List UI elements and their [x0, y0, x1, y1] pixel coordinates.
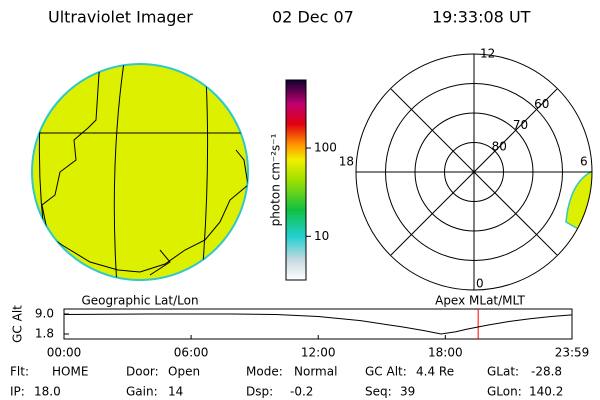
- field-label: Gain:: [126, 385, 158, 399]
- field-value: Open: [168, 365, 200, 379]
- polar-edge: [355, 53, 593, 291]
- x-tick-label: 23:59: [555, 346, 590, 360]
- x-tick-label: 00:00: [47, 346, 82, 360]
- lat-label: 60: [534, 97, 549, 111]
- lat-label: 70: [513, 118, 528, 132]
- y-tick-label: 9.0: [35, 307, 54, 321]
- colorbar-tick-label: 100: [314, 141, 337, 155]
- lat-ring: [414, 112, 534, 232]
- lat-ring: [444, 142, 504, 202]
- field-label: GLon:: [487, 385, 522, 399]
- mlt-label: 0: [476, 277, 484, 291]
- y-axis-label: GC Alt: [11, 305, 25, 343]
- field-value: 18.0: [34, 385, 61, 399]
- timeline-left-label: Geographic Lat/Lon: [81, 294, 198, 308]
- mlt-label: 6: [580, 155, 588, 169]
- time: 19:33:08 UT: [432, 8, 531, 27]
- field-value: -28.8: [531, 365, 562, 379]
- field-value: 140.2: [529, 385, 563, 399]
- info-fields: Flt: HOME Door: Open Mode: Normal GC Alt: 4.4 R…: [10, 365, 563, 399]
- earth-image: [31, 63, 249, 281]
- altitude-line: [63, 313, 573, 335]
- field-label: GLat:: [487, 365, 519, 379]
- mlt-label: 12: [480, 47, 495, 61]
- field-value: 14: [168, 385, 183, 399]
- field-value: 4.4 Re: [416, 365, 454, 379]
- lat-ring: [385, 83, 563, 261]
- colorbar-label: photon cm⁻²s⁻¹: [269, 133, 283, 226]
- field-label: Mode:: [246, 365, 283, 379]
- title: Ultraviolet Imager: [48, 8, 193, 27]
- date: 02 Dec 07: [272, 8, 354, 27]
- lat-label: 80: [492, 139, 507, 153]
- field-value: 39: [400, 385, 415, 399]
- field-label: Dsp:: [246, 385, 273, 399]
- field-label: Flt:: [10, 365, 29, 379]
- field-label: IP:: [10, 385, 25, 399]
- x-tick-label: 12:00: [301, 346, 336, 360]
- colorbar-tick-label: 10: [314, 229, 329, 243]
- timeline-right-label: Apex MLat/MLT: [435, 294, 525, 308]
- x-tick-label: 06:00: [174, 346, 209, 360]
- field-label: Door:: [126, 365, 159, 379]
- field-value: HOME: [52, 365, 88, 379]
- y-tick-label: 1.8: [35, 327, 54, 341]
- field-label: GC Alt:: [365, 365, 407, 379]
- mlt-label: 18: [339, 155, 354, 169]
- field-value: -0.2: [290, 385, 313, 399]
- timeline: Geographic Lat/Lon Apex MLat/MLT GC Alt …: [11, 294, 590, 360]
- x-tick-label: 18:00: [428, 346, 463, 360]
- colorbar: photon cm⁻²s⁻¹ 10 100: [269, 79, 337, 281]
- field-label: Seq:: [365, 385, 392, 399]
- field-value: Normal: [294, 365, 337, 379]
- colorbar-scale: [285, 79, 307, 281]
